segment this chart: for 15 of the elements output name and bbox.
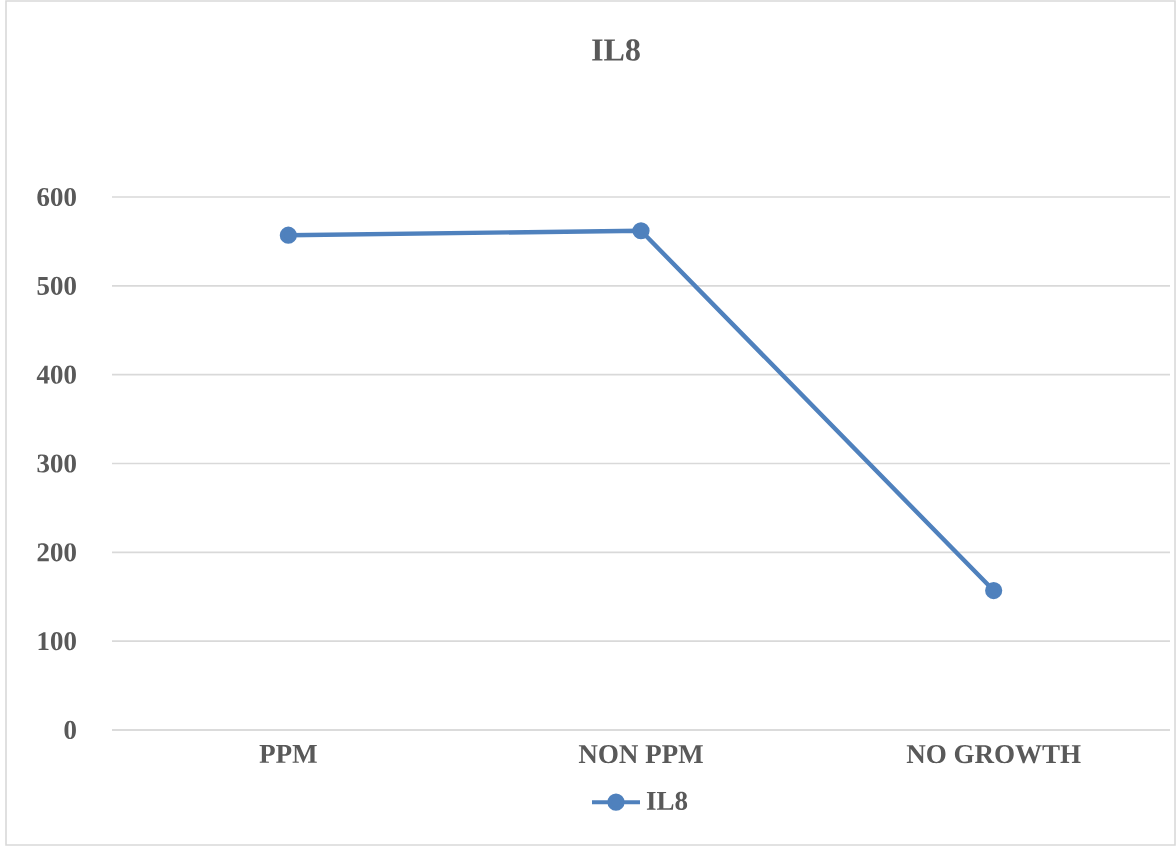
x-tick-label: PPM [259, 745, 317, 763]
x-tick-label: NO GROWTH [906, 745, 1081, 764]
y-tick-label: 600 [37, 187, 76, 207]
point [632, 222, 650, 240]
y-tick-label: 500 [37, 276, 76, 295]
point [985, 581, 1003, 600]
legend-label: IL8 [646, 791, 688, 810]
y-tick-label: 300 [37, 454, 76, 473]
y-tick-label: 100 [38, 632, 76, 651]
y-tick-label: 0 [64, 720, 76, 740]
x-tick-label: NON PPM [578, 745, 703, 764]
y-tick-label: 200 [37, 543, 76, 562]
point [279, 226, 297, 244]
y-tick-label: 400 [36, 365, 76, 384]
chart-title: IL8 [592, 39, 640, 61]
